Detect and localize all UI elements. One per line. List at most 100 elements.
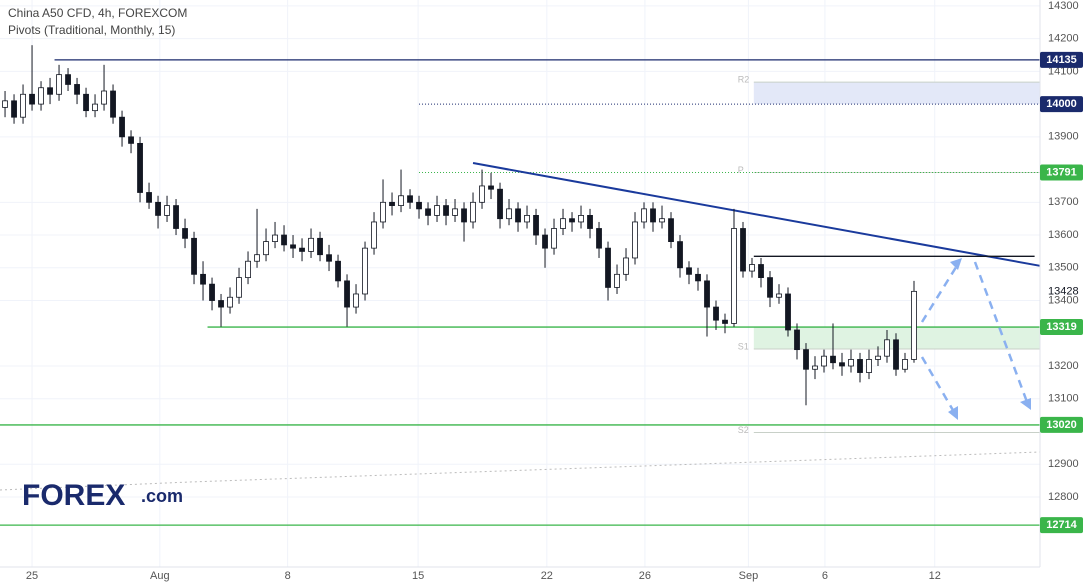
candle-body bbox=[632, 221, 638, 259]
y-tick-label: 13200 bbox=[1048, 360, 1079, 372]
candle-body bbox=[164, 205, 170, 216]
candle-body bbox=[11, 100, 17, 118]
candle-body bbox=[605, 247, 611, 288]
candle-body bbox=[551, 228, 557, 249]
y-tick-label: 12900 bbox=[1048, 458, 1079, 470]
y-tick-label: 13600 bbox=[1048, 229, 1079, 241]
candle-body bbox=[686, 267, 692, 275]
candle-body bbox=[245, 260, 251, 279]
candle-body bbox=[587, 215, 593, 229]
candle-body bbox=[713, 306, 719, 321]
y-tick-label: 13100 bbox=[1048, 393, 1079, 405]
candle-body bbox=[614, 273, 620, 288]
level-tag bbox=[1040, 517, 1083, 534]
candle-body bbox=[344, 280, 350, 308]
candle-body bbox=[470, 201, 476, 223]
candle-body bbox=[380, 201, 386, 223]
level-tag-label: 14135 bbox=[1046, 54, 1077, 66]
y-tick-label: 14200 bbox=[1048, 33, 1079, 45]
candle-body bbox=[668, 218, 674, 242]
candle-body bbox=[785, 293, 791, 331]
candle-body bbox=[524, 215, 530, 223]
level-tag bbox=[1040, 164, 1083, 181]
pivot-label: P bbox=[738, 165, 744, 175]
candle-body bbox=[74, 84, 80, 95]
level-tag bbox=[1040, 416, 1083, 433]
candle-body bbox=[290, 244, 296, 249]
candle-body bbox=[38, 87, 44, 105]
y-tick-label: 13900 bbox=[1048, 131, 1079, 143]
candle-body bbox=[443, 205, 449, 216]
candle-body bbox=[119, 116, 125, 138]
candle-body bbox=[272, 234, 278, 242]
level-tag-label: 13319 bbox=[1046, 321, 1077, 333]
candle-body bbox=[155, 201, 161, 216]
trendline bbox=[472, 162, 1041, 267]
candle-body bbox=[47, 87, 53, 95]
level-tag bbox=[1040, 51, 1083, 68]
r2-zone bbox=[753, 82, 1040, 105]
candle-body bbox=[200, 273, 206, 285]
candle-body bbox=[461, 208, 467, 223]
last-price-label: 13428 bbox=[1048, 285, 1079, 297]
candle-body bbox=[857, 359, 863, 373]
candle-body bbox=[533, 215, 539, 236]
arrow bbox=[973, 261, 1029, 403]
candle-body bbox=[335, 260, 341, 282]
candle-body bbox=[29, 93, 35, 105]
level-tag bbox=[1040, 96, 1083, 113]
candle-body bbox=[416, 201, 422, 210]
candle-body bbox=[848, 359, 854, 367]
candle-body bbox=[740, 228, 746, 272]
level-tag-label: 13020 bbox=[1046, 419, 1077, 431]
candle-body bbox=[353, 293, 359, 308]
candle-body bbox=[425, 208, 431, 216]
candle-body bbox=[317, 237, 323, 256]
y-tick-label: 13500 bbox=[1048, 262, 1079, 274]
candle-body bbox=[65, 74, 71, 85]
arrowhead bbox=[950, 258, 962, 270]
candle-body bbox=[893, 339, 899, 370]
y-tick-label: 14100 bbox=[1048, 65, 1079, 77]
pivot-label: R2 bbox=[738, 75, 750, 85]
y-tick-label: 13700 bbox=[1048, 196, 1079, 208]
arrowhead bbox=[1020, 398, 1031, 410]
candle-body bbox=[542, 234, 548, 249]
candle-body bbox=[191, 237, 197, 275]
candle-body bbox=[452, 208, 458, 216]
candle-body bbox=[803, 349, 809, 370]
candle-body bbox=[695, 273, 701, 282]
candle-body bbox=[749, 264, 755, 272]
candle-body bbox=[731, 228, 737, 324]
candle-body bbox=[812, 365, 818, 370]
candle-body bbox=[209, 283, 215, 301]
candle-body bbox=[758, 264, 764, 279]
plot bbox=[0, 45, 1041, 526]
candle-body bbox=[227, 296, 233, 308]
candle-body bbox=[596, 228, 602, 249]
candle-body bbox=[578, 215, 584, 223]
candle-body bbox=[398, 195, 404, 206]
candle-body bbox=[839, 362, 845, 367]
candle-body bbox=[434, 205, 440, 216]
scenario-arrows bbox=[920, 261, 1029, 413]
x-tick-label: 12 bbox=[929, 570, 941, 582]
candle-body bbox=[128, 136, 134, 144]
candle-body bbox=[794, 329, 800, 351]
candle-body bbox=[875, 355, 881, 360]
y-tick-label: 12800 bbox=[1048, 491, 1079, 503]
y-tick-label: 14300 bbox=[1048, 0, 1079, 12]
chart-subtitle: Pivots (Traditional, Monthly, 15) bbox=[8, 23, 175, 37]
candle-body bbox=[515, 208, 521, 223]
candle-body bbox=[911, 290, 917, 360]
x-tick-label: 15 bbox=[412, 570, 424, 582]
candle-body bbox=[569, 218, 575, 223]
arrowheads bbox=[948, 258, 1031, 420]
candle-body bbox=[821, 355, 827, 367]
candle-body bbox=[308, 237, 314, 252]
candle-body bbox=[389, 201, 395, 206]
candle-body bbox=[407, 195, 413, 203]
s1-zone bbox=[753, 327, 1040, 349]
x-tick-label: 26 bbox=[639, 570, 651, 582]
